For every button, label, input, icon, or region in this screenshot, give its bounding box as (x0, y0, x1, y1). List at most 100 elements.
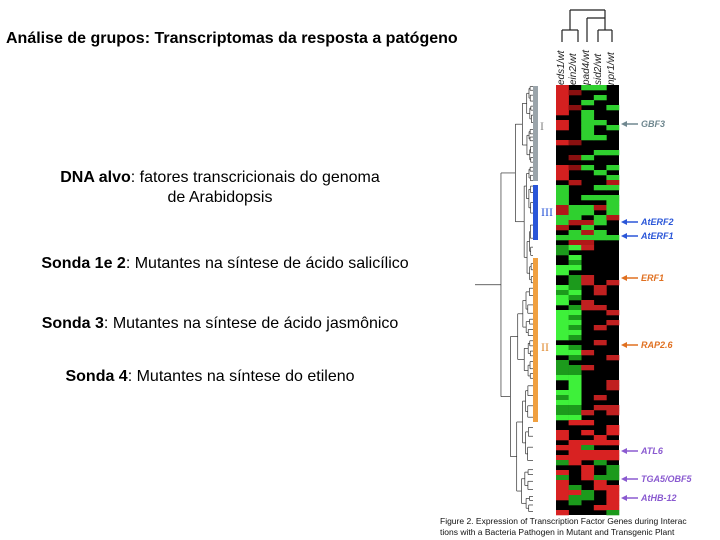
heatmap-cell (556, 345, 569, 351)
cluster-bar-iii (533, 185, 538, 240)
heatmap-cell (606, 235, 620, 241)
bullet-bold: DNA alvo (60, 169, 131, 186)
heatmap-cell (568, 345, 582, 351)
column-label: eds1/wt (556, 50, 567, 85)
cluster-heatmap-figure: eds1/wt ein2/wt pad4/wt sid2/wt npr1/wt … (440, 0, 720, 540)
heatmap-cell (593, 435, 607, 441)
heatmap-cell (556, 85, 569, 91)
heatmap-cell (606, 510, 620, 516)
column-label: ein2/wt (568, 53, 579, 85)
heatmap-cell (556, 350, 569, 356)
heatmap-cell (556, 375, 569, 381)
heatmap-cell (581, 495, 595, 501)
heatmap-cell (593, 85, 607, 91)
heatmap-cell (593, 135, 607, 141)
heatmap-cell (556, 100, 569, 106)
bullet-text: : fatores transcricionais do genoma (130, 169, 380, 186)
heatmap-cell (568, 440, 582, 446)
heatmap-cell (568, 485, 582, 491)
column-label: sid2/wt (593, 53, 604, 85)
heatmap-cell (568, 315, 582, 321)
heatmap-cell (606, 490, 620, 496)
heatmap-cell (568, 285, 582, 291)
heatmap-cell (568, 210, 582, 216)
heatmap-cell (606, 320, 620, 326)
gene-label-aterf2: AtERF2 (641, 217, 674, 227)
heatmap-cell (568, 405, 582, 411)
heatmap-cell (581, 470, 595, 476)
heatmap-cell (556, 495, 569, 501)
heatmap-cell (581, 420, 595, 426)
heatmap-cell (556, 105, 569, 111)
cluster-label: I (540, 119, 544, 133)
heatmap-cell (593, 230, 607, 236)
heatmap-cell (606, 470, 620, 476)
heatmap-cell (556, 460, 569, 466)
heatmap-cell (593, 305, 607, 311)
heatmap-cell (556, 480, 569, 486)
heatmap-cell (581, 235, 595, 241)
heatmap-cell (593, 95, 607, 101)
cluster-label: II (541, 340, 549, 354)
heatmap-cell (593, 290, 607, 296)
heatmap-cell (556, 175, 569, 181)
heatmap-cell (581, 115, 595, 121)
heatmap-cell (556, 200, 569, 206)
heatmap-cell (593, 195, 607, 201)
heatmap-cell (606, 425, 620, 431)
heatmap-cell (568, 320, 582, 326)
caption-line: Figure 2. Expression of Transcription Fa… (440, 516, 687, 526)
heatmap-cell (568, 215, 582, 221)
heatmap-cell (568, 495, 582, 501)
heatmap-cell (593, 120, 607, 126)
heatmap-cell (556, 330, 569, 336)
heatmap-cell (581, 275, 595, 281)
heatmap-cell (568, 155, 582, 161)
heatmap-cell (568, 330, 582, 336)
heatmap-cell (581, 195, 595, 201)
heatmap-cell (581, 100, 595, 106)
heatmap-cell (581, 120, 595, 126)
heatmap-cell (606, 215, 620, 221)
heatmap-cell (556, 455, 569, 461)
gene-arrow-head (621, 476, 627, 482)
heatmap-cell (556, 90, 569, 96)
heatmap-cell (593, 450, 607, 456)
heatmap-cell (606, 180, 620, 186)
heatmap-cell (568, 385, 582, 391)
heatmap-cell (593, 185, 607, 191)
heatmap-cell (568, 365, 582, 371)
bullet-bold: Sonda 1e 2 (41, 255, 126, 272)
slide-title: Análise de grupos: Transcriptomas da res… (6, 30, 458, 47)
heatmap-cell (606, 495, 620, 501)
gene-arrow-head (621, 342, 627, 348)
heatmap-cell (581, 430, 595, 436)
heatmap-cell (581, 230, 595, 236)
heatmap-cell (606, 210, 620, 216)
heatmap-cell (581, 350, 595, 356)
heatmap-cell (581, 225, 595, 231)
heatmap-cell (581, 365, 595, 371)
heatmap-cell (568, 445, 582, 451)
heatmap-cell (568, 450, 582, 456)
heatmap-cell (581, 455, 595, 461)
heatmap-cell (606, 310, 620, 316)
heatmap-cell (581, 220, 595, 226)
heatmap-cell (593, 285, 607, 291)
gene-label-rap2-6: RAP2.6 (641, 340, 673, 350)
heatmap-cell (593, 505, 607, 511)
heatmap-cell (556, 125, 569, 131)
heatmap-cell (568, 355, 582, 361)
cluster-bar-i (533, 86, 538, 181)
heatmap-cell (556, 195, 569, 201)
heatmap-cell (568, 180, 582, 186)
heatmap-cell (568, 220, 582, 226)
heatmap-cell (581, 130, 595, 136)
gene-arrow-head (621, 121, 627, 127)
bullet-probe-1-2: Sonda 1e 2: Mutantes na síntese de ácido… (10, 254, 440, 274)
heatmap-cell (568, 370, 582, 376)
heatmap-cell (593, 455, 607, 461)
heatmap-cell (593, 170, 607, 176)
heatmap-cell (568, 275, 582, 281)
bullet-bold: Sonda 3 (41, 315, 104, 332)
